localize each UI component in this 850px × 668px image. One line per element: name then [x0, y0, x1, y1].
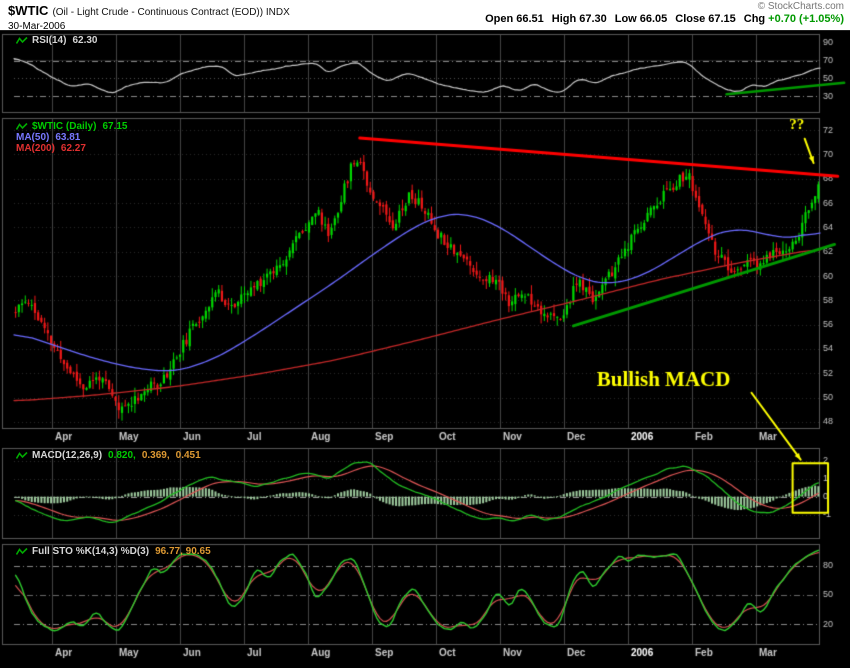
rsi-legend-icon	[16, 36, 28, 44]
ma200-label: MA(200)	[16, 143, 55, 154]
close-value: 67.15	[708, 13, 736, 25]
macd-label: MACD(12,26,9)	[32, 450, 103, 461]
header-left: $WTIC (Oil - Light Crude - Continuous Con…	[8, 2, 290, 32]
macd-panel-label: MACD(12,26,9) 0.820, 0.369, 0.451	[16, 450, 201, 461]
low-label: Low	[614, 13, 637, 25]
ma200-label-row: MA(200) 62.27	[16, 143, 86, 154]
high-value: 67.30	[579, 13, 607, 25]
high-label: High	[551, 13, 577, 25]
macd-value: 0.820,	[108, 450, 136, 461]
sto-legend-icon	[16, 547, 28, 555]
chg-label: Chg	[743, 13, 766, 25]
price-legend-icon	[16, 122, 28, 130]
sto-label: Full STO %K(14,3) %D(3)	[32, 546, 150, 557]
sto-values: 96.77, 90.65	[155, 546, 211, 557]
chg-value: +0.70 (+1.05%)	[768, 13, 844, 25]
ma50-label: MA(50)	[16, 132, 50, 143]
chart-header: $WTIC (Oil - Light Crude - Continuous Con…	[0, 0, 850, 32]
price-label: $WTIC (Daily)	[32, 121, 97, 132]
ma50-label-row: MA(50) 63.81	[16, 132, 80, 143]
sto-panel-label: Full STO %K(14,3) %D(3) 96.77, 90.65	[16, 546, 211, 557]
quote-line: Open 66.51 High 67.30 Low 66.05 Close 67.15 Chg +…	[477, 13, 844, 25]
macd-hist-value: 0.451	[175, 450, 201, 461]
open-value: 66.51	[516, 13, 544, 25]
open-label: Open	[485, 13, 514, 25]
macd-signal-value: 0.369,	[141, 450, 170, 461]
rsi-panel-label: RSI(14) 62.30	[16, 35, 97, 46]
ma200-value: 62.27	[60, 143, 86, 154]
price-panel-label: $WTIC (Daily) 67.15	[16, 121, 127, 132]
symbol: $WTIC	[8, 3, 49, 18]
header-right: © StockCharts.com Open 66.51 High 67.30 Low 6…	[477, 1, 844, 25]
title-line: $WTIC (Oil - Light Crude - Continuous Con…	[8, 2, 290, 20]
price-value: 67.15	[102, 121, 128, 132]
copyright: © StockCharts.com	[757, 1, 844, 12]
macd-legend-icon	[16, 451, 28, 459]
low-value: 66.05	[639, 13, 668, 25]
rsi-label: RSI(14)	[32, 35, 67, 46]
ma50-value: 63.81	[55, 132, 81, 143]
close-label: Close	[675, 13, 706, 25]
symbol-description: (Oil - Light Crude - Continuous Contract…	[52, 7, 290, 18]
chart-date: 30-Mar-2006	[8, 21, 66, 32]
rsi-value: 62.30	[72, 35, 98, 46]
